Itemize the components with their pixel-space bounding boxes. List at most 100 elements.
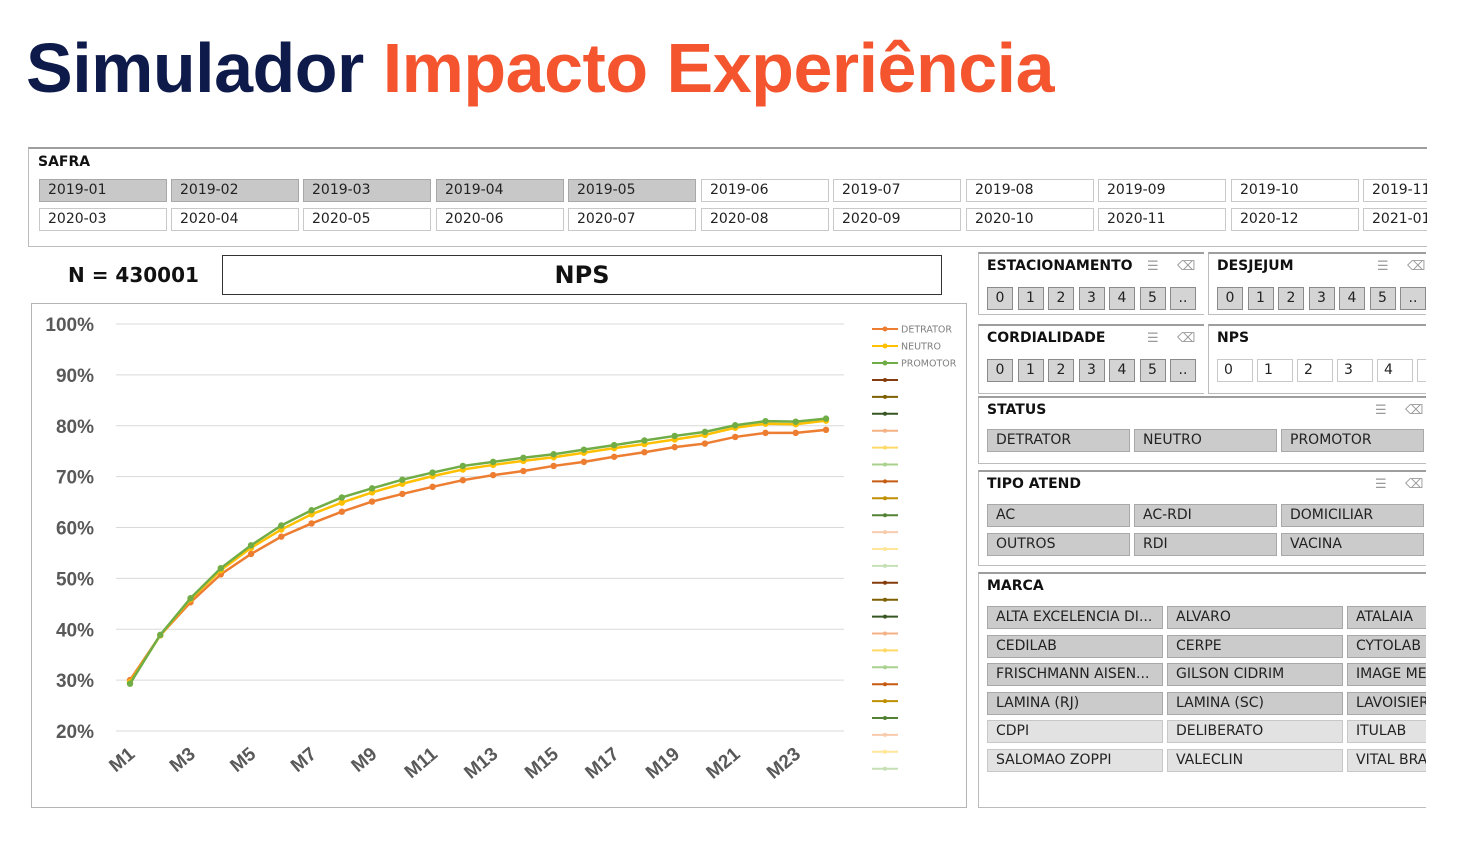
clear-filter-icon[interactable]: ⌫	[1405, 477, 1424, 492]
list-options-icon[interactable]: ☰	[1147, 259, 1159, 274]
marca-option[interactable]: LAMINA (SC)	[1167, 691, 1343, 715]
desjejum-option[interactable]: ..	[1400, 287, 1426, 310]
safra-option[interactable]: 2020-03	[39, 208, 167, 231]
legend-marker-empty	[883, 445, 887, 450]
clear-filter-icon[interactable]: ⌫	[1405, 403, 1424, 418]
marca-option[interactable]: ATALAIA	[1347, 606, 1426, 629]
nps-option[interactable]: 1	[1257, 359, 1293, 382]
data-point-promotor	[550, 451, 557, 458]
safra-option[interactable]: 2020-04	[171, 208, 299, 231]
marca-option[interactable]: ALTA EXCELENCIA DI...	[987, 606, 1163, 629]
desjejum-option[interactable]: 0	[1217, 287, 1243, 310]
marca-option[interactable]: VITAL BRA	[1347, 749, 1426, 772]
legend-marker-empty	[883, 732, 887, 737]
cordialidade-option[interactable]: ..	[1170, 359, 1196, 382]
marca-option[interactable]: CDPI	[987, 720, 1163, 744]
cordialidade-option[interactable]: 4	[1109, 359, 1135, 382]
nps-option[interactable]: 3	[1337, 359, 1373, 382]
safra-option[interactable]: 2020-12	[1231, 208, 1359, 231]
status-option[interactable]: NEUTRO	[1134, 429, 1277, 452]
marca-option[interactable]: IMAGE MEI	[1347, 663, 1426, 687]
safra-option[interactable]: 2019-01	[39, 179, 167, 202]
marca-option[interactable]: GILSON CIDRIM	[1167, 663, 1343, 687]
safra-option[interactable]: 2019-11	[1363, 179, 1427, 202]
desjejum-option[interactable]: 3	[1308, 287, 1335, 310]
safra-option[interactable]: 2019-04	[436, 179, 564, 202]
tipo-atend-option[interactable]: AC-RDI	[1134, 504, 1277, 527]
desjejum-option[interactable]: 4	[1339, 287, 1365, 310]
tipo-atend-option[interactable]: RDI	[1134, 533, 1277, 556]
marca-option[interactable]: SALOMAO ZOPPI	[987, 749, 1163, 772]
marca-option[interactable]: VALECLIN	[1167, 749, 1343, 772]
tipo-atend-option[interactable]: AC	[987, 504, 1130, 527]
marca-option[interactable]: CYTOLAB	[1347, 634, 1426, 658]
cordialidade-option[interactable]: 2	[1048, 359, 1074, 382]
marca-option[interactable]: ITULAB	[1347, 720, 1426, 744]
desjejum-option[interactable]: 1	[1247, 287, 1274, 310]
safra-option[interactable]: 2019-06	[701, 179, 829, 202]
safra-option[interactable]: 2019-07	[833, 179, 961, 202]
safra-option[interactable]: 2019-05	[568, 179, 696, 202]
marca-option[interactable]: DELIBERATO	[1167, 720, 1343, 744]
safra-option[interactable]: 2020-07	[568, 208, 696, 231]
nps-option[interactable]: 2	[1297, 359, 1333, 382]
safra-option[interactable]: 2019-10	[1231, 179, 1359, 202]
list-options-icon[interactable]: ☰	[1147, 331, 1159, 346]
safra-option[interactable]: 2020-09	[833, 208, 961, 231]
safra-option[interactable]: 2019-02	[171, 179, 299, 202]
desjejum-option[interactable]: 2	[1278, 287, 1304, 310]
safra-option[interactable]: 2021-01	[1363, 208, 1427, 231]
list-options-icon[interactable]: ☰	[1375, 403, 1387, 418]
legend-marker-empty	[883, 614, 887, 619]
nps-line-chart: 20% 30% 40% 50% 60% 70% 80% 90% 100% M1 M3 M5 M7 M9 M1…	[45, 315, 956, 784]
legend-marker-empty	[883, 530, 887, 535]
tipo-atend-option[interactable]: DOMICILIAR	[1281, 504, 1424, 527]
safra-option[interactable]: 2019-08	[966, 179, 1094, 202]
list-options-icon[interactable]: ☰	[1377, 259, 1389, 274]
clear-filter-icon[interactable]: ⌫	[1177, 331, 1196, 346]
estacionamento-option[interactable]: 0	[987, 287, 1013, 310]
list-options-icon[interactable]: ☰	[1375, 477, 1387, 492]
status-option[interactable]: PROMOTOR	[1281, 429, 1424, 452]
tipo-atend-option[interactable]: OUTROS	[987, 533, 1130, 556]
estacionamento-option[interactable]: 5	[1139, 287, 1166, 310]
cordialidade-option[interactable]: 3	[1078, 359, 1105, 382]
estacionamento-option[interactable]: 3	[1078, 287, 1105, 310]
nps-option[interactable]: 4	[1377, 359, 1413, 382]
safra-option[interactable]: 2020-05	[303, 208, 431, 231]
marca-option[interactable]: CEDILAB	[987, 634, 1163, 658]
safra-option[interactable]: 2019-09	[1098, 179, 1226, 202]
estacionamento-option[interactable]: ..	[1170, 287, 1196, 310]
marca-option[interactable]: ALVARO	[1167, 606, 1343, 629]
clear-filter-icon[interactable]: ⌫	[1407, 259, 1426, 274]
safra-option[interactable]: 2020-08	[701, 208, 829, 231]
legend-marker-empty	[883, 513, 887, 518]
cordialidade-option[interactable]: 1	[1017, 359, 1044, 382]
desjejum-filter: DESJEJUM ☰ ⌫ 0 1 2 3 4 5..	[1208, 252, 1426, 315]
data-point-promotor	[822, 415, 830, 422]
desjejum-option[interactable]: 5	[1369, 287, 1396, 310]
marca-option[interactable]: LAMINA (RJ)	[987, 691, 1163, 715]
data-point-promotor	[641, 437, 648, 444]
cordialidade-option[interactable]: 0	[987, 359, 1013, 382]
tipo-atend-option[interactable]: VACINA	[1281, 533, 1424, 556]
safra-option[interactable]: 2019-03	[303, 179, 431, 202]
estacionamento-option[interactable]: 1	[1017, 287, 1044, 310]
nps-option[interactable]: 0	[1217, 359, 1253, 382]
data-point-detrator	[822, 426, 830, 434]
data-point-detrator	[701, 440, 709, 447]
marca-option[interactable]: LAVOISIER	[1347, 691, 1426, 715]
legend-marker-empty	[883, 580, 887, 585]
legend-marker-empty	[883, 716, 887, 720]
marca-option[interactable]: CERPE	[1167, 634, 1343, 658]
estacionamento-option[interactable]: 4	[1109, 287, 1135, 310]
estacionamento-option[interactable]: 2	[1048, 287, 1074, 310]
safra-option[interactable]: 2020-06	[436, 208, 564, 231]
clear-filter-icon[interactable]: ⌫	[1177, 259, 1196, 274]
cordialidade-option[interactable]: 5	[1139, 359, 1166, 382]
safra-option[interactable]: 2020-11	[1098, 208, 1226, 231]
status-option[interactable]: DETRATOR	[987, 429, 1130, 452]
nps-option-more[interactable]	[1417, 359, 1426, 382]
safra-option[interactable]: 2020-10	[966, 208, 1094, 231]
marca-option[interactable]: FRISCHMANN AISEN...	[987, 663, 1163, 687]
